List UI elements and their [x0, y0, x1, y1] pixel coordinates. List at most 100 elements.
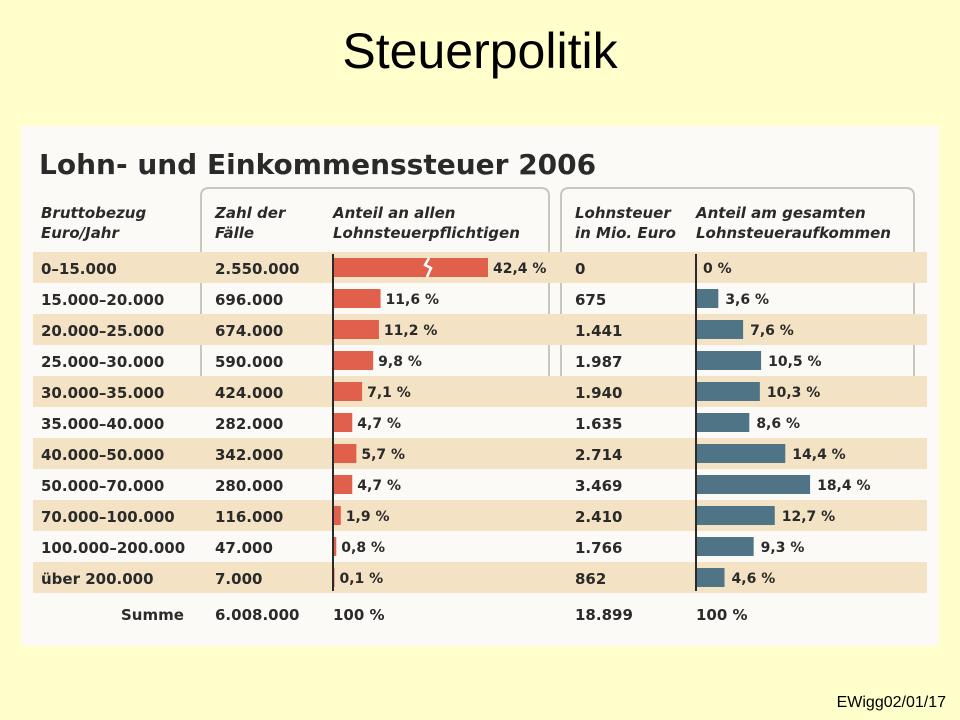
share-cases-label: 4,7 % [357, 416, 401, 432]
bracket-label: 35.000–40.000 [41, 415, 164, 433]
header-share-cases-line1: Anteil an allen [332, 204, 455, 222]
header-share-cases-line2: Lohnsteuerpflichtigen [333, 224, 520, 242]
share-tax-label: 4,6 % [732, 571, 776, 587]
header-bracket-line1: Bruttobezug [41, 204, 146, 222]
share-cases-label: 1,9 % [346, 509, 390, 525]
share-tax-label: 12,7 % [782, 509, 835, 525]
share-cases-bar [333, 506, 341, 525]
share-cases-bar [333, 289, 381, 308]
share-cases-bar [333, 413, 353, 432]
tax-value: 862 [575, 570, 606, 588]
bracket-label: 25.000–30.000 [41, 353, 164, 371]
share-cases-label: 9,8 % [378, 354, 422, 370]
share-cases-bar [333, 320, 379, 339]
row-band [33, 376, 927, 407]
tax-value: 1.441 [575, 322, 622, 340]
cases-value: 7.000 [215, 570, 262, 588]
share-tax-label: 8,6 % [756, 416, 800, 432]
share-tax-label: 9,3 % [761, 540, 805, 556]
cases-value: 47.000 [215, 539, 273, 557]
share-cases-label: 0,1 % [340, 571, 384, 587]
slide-title: Steuerpolitik [342, 23, 618, 79]
header-share-tax-line2: Lohnsteueraufkommen [696, 224, 891, 242]
share-tax-bar [696, 475, 811, 494]
share-tax-bar [696, 506, 775, 525]
share-tax-bar [696, 444, 786, 463]
share-tax-bar [696, 351, 762, 370]
cases-value: 2.550.000 [215, 260, 299, 278]
row-band [33, 500, 927, 531]
cases-value: 590.000 [215, 353, 283, 371]
tax-value: 3.469 [575, 477, 622, 495]
totals-cases: 6.008.000 [215, 606, 299, 624]
share-cases-label: 4,7 % [357, 478, 401, 494]
share-tax-bar [696, 568, 725, 587]
share-tax-bar [696, 382, 760, 401]
share-cases-bar [333, 351, 374, 370]
share-cases-label: 42,4 % [493, 261, 546, 277]
cases-value: 424.000 [215, 384, 283, 402]
bracket-label: über 200.000 [41, 570, 154, 588]
share-tax-label: 3,6 % [725, 292, 769, 308]
chart-title: Lohn- und Einkommenssteuer 2006 [39, 148, 596, 181]
bracket-label: 30.000–35.000 [41, 384, 164, 402]
cases-value: 696.000 [215, 291, 283, 309]
share-tax-label: 14,4 % [792, 447, 845, 463]
bracket-label: 20.000–25.000 [41, 322, 164, 340]
bracket-label: 15.000–20.000 [41, 291, 164, 309]
bracket-label: 40.000–50.000 [41, 446, 164, 464]
header-cases-line1: Zahl der [214, 204, 287, 222]
tax-value: 1.766 [575, 539, 622, 557]
totals-share-cases: 100 % [333, 606, 385, 624]
share-tax-label: 10,5 % [768, 354, 821, 370]
tax-table-chart: Lohn- und Einkommenssteuer 2006 Bruttobez… [33, 148, 927, 624]
tax-value: 1.987 [575, 353, 622, 371]
header-cases-line2: Fälle [215, 224, 254, 242]
share-cases-bar [333, 258, 488, 277]
tax-value: 1.635 [575, 415, 622, 433]
share-tax-label: 18,4 % [817, 478, 870, 494]
row-band [33, 314, 927, 345]
tax-value: 2.714 [575, 446, 622, 464]
header-bracket-line2: Euro/Jahr [41, 224, 120, 242]
totals-tax: 18.899 [575, 606, 633, 624]
tax-value: 1.940 [575, 384, 622, 402]
share-cases-label: 5,7 % [361, 447, 405, 463]
tax-value: 0 [575, 260, 585, 278]
cases-value: 674.000 [215, 322, 283, 340]
header-frame-right [560, 187, 915, 378]
share-tax-label: 10,3 % [767, 385, 820, 401]
cases-value: 280.000 [215, 477, 283, 495]
bracket-label: 70.000–100.000 [41, 508, 175, 526]
totals-label: Summe [121, 606, 184, 624]
share-cases-bar [333, 475, 353, 494]
share-cases-bar [333, 537, 337, 556]
share-cases-label: 11,2 % [384, 323, 437, 339]
share-cases-label: 7,1 % [367, 385, 411, 401]
share-cases-bar [333, 382, 363, 401]
header-share-tax-line1: Anteil am gesamten [695, 204, 866, 222]
tax-value: 675 [575, 291, 606, 309]
table-chart-panel: Lohn- und Einkommenssteuer 2006 Bruttobez… [21, 126, 939, 646]
cases-value: 282.000 [215, 415, 283, 433]
slide-footer: EWigg02/01/17 [836, 694, 946, 711]
share-tax-label: 0 % [703, 261, 732, 277]
cases-value: 116.000 [215, 508, 283, 526]
header-tax-line2: in Mio. Euro [575, 224, 676, 242]
share-cases-label: 0,8 % [341, 540, 385, 556]
bar-break-mark [423, 257, 433, 278]
bracket-label: 100.000–200.000 [41, 539, 185, 557]
share-cases-label: 11,6 % [386, 292, 439, 308]
bracket-label: 50.000–70.000 [41, 477, 164, 495]
tax-value: 2.410 [575, 508, 622, 526]
share-tax-bar [696, 289, 719, 308]
share-tax-label: 7,6 % [750, 323, 794, 339]
header-tax-line1: Lohnsteuer [575, 204, 672, 222]
cases-value: 342.000 [215, 446, 283, 464]
row-band [33, 562, 927, 593]
totals-share-tax: 100 % [696, 606, 748, 624]
header-frame-left [200, 187, 550, 378]
share-cases-bar [333, 444, 357, 463]
share-tax-bar [696, 537, 754, 556]
share-tax-bar [696, 320, 744, 339]
